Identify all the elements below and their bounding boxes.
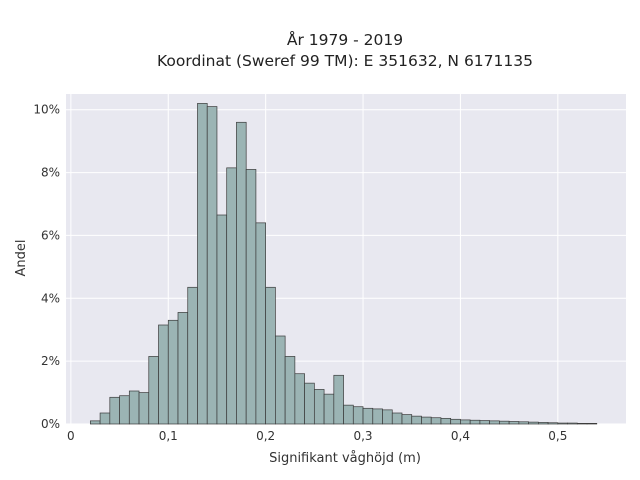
chart-subtitle: Koordinat (Sweref 99 TM): E 351632, N 61… — [157, 52, 533, 70]
histogram-bar — [401, 414, 413, 425]
histogram-bar — [421, 416, 432, 425]
histogram-bar — [304, 382, 315, 425]
histogram-bar — [89, 420, 101, 425]
histogram-bar — [489, 420, 500, 425]
histogram-bar — [469, 419, 481, 425]
histogram-bar — [576, 423, 588, 425]
histogram-bar — [508, 421, 520, 425]
histogram-bar — [197, 103, 208, 425]
bars — [89, 103, 598, 425]
histogram-bar — [411, 415, 422, 425]
histogram-bar — [440, 417, 452, 425]
chart-title: År 1979 - 2019 — [287, 30, 403, 49]
histogram-bar — [255, 222, 267, 425]
histogram-bar — [177, 312, 189, 425]
histogram-bar — [206, 106, 218, 425]
histogram-bar — [236, 121, 247, 425]
x-tick-label: 0 — [67, 429, 75, 443]
histogram-bar — [158, 324, 169, 425]
histogram-bar — [284, 356, 296, 425]
x-tick-label: 0,5 — [548, 429, 567, 443]
y-tick-label: 2% — [41, 354, 60, 368]
histogram-bar — [547, 422, 559, 425]
y-tick-label: 0% — [41, 417, 60, 431]
y-axis-label: Andel — [14, 240, 29, 277]
histogram-bar — [586, 423, 598, 425]
histogram-bar — [128, 390, 140, 425]
x-axis-label: Signifikant våghöjd (m) — [269, 451, 421, 466]
histogram-bar — [460, 419, 471, 425]
histogram-bar — [430, 417, 442, 425]
histogram-bar — [362, 407, 374, 425]
histogram-bar — [245, 169, 257, 425]
histogram-bar — [343, 404, 354, 425]
x-tick-label: 0,1 — [159, 429, 178, 443]
y-tick-label: 8% — [41, 166, 60, 180]
histogram-bar — [557, 422, 568, 425]
histogram-bar — [148, 356, 159, 425]
histogram-bar — [138, 392, 150, 425]
x-tick-label: 0,3 — [353, 429, 372, 443]
histogram-bar — [333, 374, 344, 425]
histogram-bar — [382, 409, 393, 425]
histogram-bar — [528, 421, 539, 425]
histogram-bar — [109, 396, 120, 425]
histogram-bar — [294, 373, 305, 425]
histogram-bar — [313, 389, 325, 425]
histogram-bar — [537, 422, 549, 425]
histogram-bar — [567, 422, 578, 425]
histogram-bar — [518, 421, 529, 425]
histogram-bar — [187, 286, 198, 425]
histogram-bar — [275, 335, 286, 425]
histogram-bar — [323, 393, 335, 425]
histogram-bar — [167, 319, 179, 425]
histogram-bar — [372, 408, 383, 425]
histogram-bar — [265, 286, 276, 425]
histogram-bar — [391, 412, 403, 425]
x-tick-label: 0,2 — [256, 429, 275, 443]
histogram-bar — [119, 395, 130, 425]
histogram-bar — [499, 420, 510, 425]
histogram-bar — [216, 214, 228, 425]
histogram-bar — [99, 412, 111, 425]
histogram-bar — [226, 167, 237, 425]
x-tick-label: 0,4 — [451, 429, 470, 443]
histogram-bar — [352, 406, 364, 425]
y-tick-label: 4% — [41, 291, 60, 305]
y-axis-ticks: 0% 2% 4% 6% 8% 10% — [33, 103, 60, 431]
histogram-bar — [479, 420, 491, 425]
x-axis-ticks: 0 0,1 0,2 0,3 0,4 0,5 — [67, 429, 567, 443]
y-tick-label: 6% — [41, 228, 60, 242]
histogram-bar — [450, 418, 461, 425]
y-tick-label: 10% — [33, 103, 60, 117]
